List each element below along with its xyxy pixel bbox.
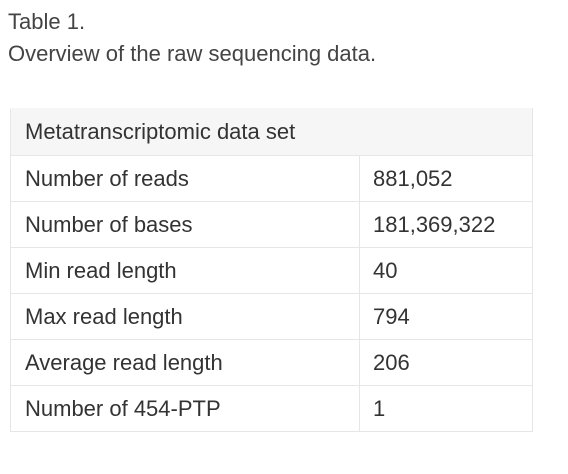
- table-row: Average read length 206: [10, 339, 534, 386]
- row-value: 1: [358, 385, 534, 432]
- table-caption: Table 1. Overview of the raw sequencing …: [8, 6, 558, 70]
- data-table-container: Metatranscriptomic data set Number of re…: [9, 108, 534, 432]
- table-row: Max read length 794: [10, 293, 534, 340]
- table-row: Min read length 40: [10, 247, 534, 294]
- table-title: Overview of the raw sequencing data.: [8, 41, 377, 66]
- row-label: Number of 454-PTP: [10, 385, 360, 432]
- row-label: Number of reads: [10, 155, 360, 202]
- row-value: 206: [358, 339, 534, 386]
- table-header-row: Metatranscriptomic data set: [9, 108, 534, 156]
- row-value: 181,369,322: [358, 201, 534, 248]
- table-header: Metatranscriptomic data set: [9, 108, 534, 156]
- row-label: Number of bases: [10, 201, 360, 248]
- row-value: 881,052: [358, 155, 534, 202]
- row-value: 794: [358, 293, 534, 340]
- data-table: Metatranscriptomic data set Number of re…: [9, 108, 534, 432]
- table-row: Number of bases 181,369,322: [10, 201, 534, 248]
- table-label: Table 1.: [8, 9, 86, 34]
- row-label: Average read length: [10, 339, 360, 386]
- row-value: 40: [358, 247, 534, 294]
- table-row: Number of 454-PTP 1: [10, 385, 534, 432]
- row-label: Min read length: [10, 247, 360, 294]
- table-row: Number of reads 881,052: [10, 155, 534, 202]
- row-label: Max read length: [10, 293, 360, 340]
